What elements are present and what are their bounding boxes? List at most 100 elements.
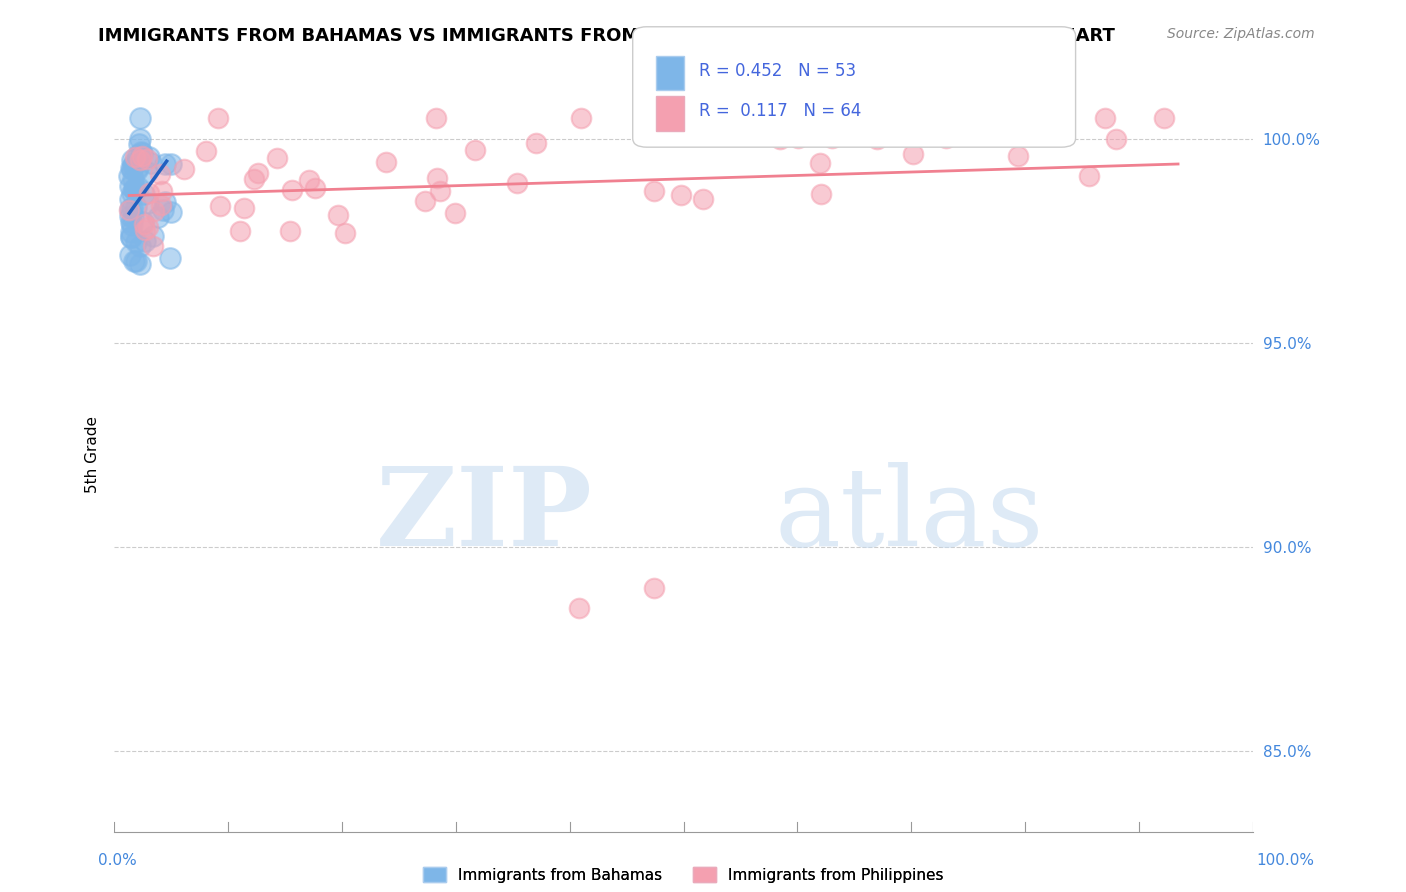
Point	[810, 186, 832, 201]
Point	[786, 131, 808, 145]
Point	[127, 180, 149, 194]
Point	[935, 131, 957, 145]
Point	[127, 161, 149, 175]
Point	[207, 112, 229, 126]
Text: Source: ZipAtlas.com: Source: ZipAtlas.com	[1167, 27, 1315, 41]
Point	[243, 172, 266, 186]
Point	[120, 225, 142, 239]
Point	[120, 161, 142, 176]
Point	[122, 159, 145, 173]
Point	[120, 215, 142, 229]
Point	[142, 238, 165, 252]
Y-axis label: 5th Grade: 5th Grade	[86, 417, 100, 493]
Text: atlas: atlas	[775, 462, 1045, 569]
Point	[125, 235, 148, 250]
Point	[1094, 112, 1116, 126]
Text: R =  0.117   N = 64: R = 0.117 N = 64	[699, 103, 860, 120]
Point	[139, 156, 162, 170]
Point	[1007, 149, 1029, 163]
Point	[903, 147, 925, 161]
Point	[129, 153, 152, 168]
Point	[866, 131, 889, 145]
Point	[135, 152, 157, 166]
Point	[122, 254, 145, 268]
Point	[127, 148, 149, 162]
Point	[120, 230, 142, 244]
Point	[131, 149, 153, 163]
Point	[160, 205, 183, 219]
Point	[643, 184, 665, 198]
Point	[155, 157, 177, 171]
Point	[132, 187, 155, 202]
Point	[1077, 169, 1099, 183]
Point	[692, 192, 714, 206]
Point	[173, 162, 195, 177]
Point	[298, 173, 321, 187]
Point	[413, 194, 436, 208]
Point	[209, 199, 232, 213]
Text: IMMIGRANTS FROM BAHAMAS VS IMMIGRANTS FROM PHILIPPINES 5TH GRADE CORRELATION CHA: IMMIGRANTS FROM BAHAMAS VS IMMIGRANTS FR…	[98, 27, 1115, 45]
Point	[568, 601, 591, 615]
Point	[146, 211, 169, 225]
Text: ZIP: ZIP	[375, 462, 592, 569]
Point	[118, 209, 141, 223]
Point	[128, 136, 150, 151]
Point	[278, 224, 301, 238]
Point	[122, 210, 145, 224]
Point	[232, 202, 254, 216]
Point	[129, 258, 152, 272]
Point	[194, 144, 217, 158]
Point	[143, 203, 166, 218]
Point	[669, 188, 692, 202]
Point	[335, 226, 357, 240]
Text: R = 0.452   N = 53: R = 0.452 N = 53	[699, 62, 856, 80]
Point	[138, 186, 160, 200]
Point	[118, 169, 141, 183]
Point	[326, 208, 349, 222]
Point	[118, 202, 141, 216]
Point	[120, 229, 142, 244]
Point	[229, 224, 252, 238]
Point	[121, 202, 143, 216]
Point	[444, 206, 467, 220]
Point	[134, 234, 156, 248]
Text: 100.0%: 100.0%	[1257, 854, 1315, 868]
Point	[118, 248, 141, 262]
Point	[127, 162, 149, 177]
Point	[853, 119, 876, 133]
Point	[426, 171, 449, 186]
Point	[134, 223, 156, 237]
Point	[1153, 112, 1175, 126]
Point	[122, 182, 145, 196]
Point	[121, 172, 143, 186]
Point	[281, 183, 304, 197]
Point	[118, 179, 141, 194]
Point	[988, 116, 1011, 130]
Point	[134, 217, 156, 231]
Point	[136, 165, 159, 179]
Point	[121, 219, 143, 233]
Point	[429, 184, 451, 198]
Point	[129, 145, 152, 159]
Text: 0.0%: 0.0%	[98, 854, 138, 868]
Point	[835, 112, 858, 126]
Point	[121, 153, 143, 168]
Point	[118, 203, 141, 218]
Point	[505, 176, 527, 190]
Point	[125, 200, 148, 214]
Point	[1105, 131, 1128, 145]
Point	[159, 251, 181, 265]
Point	[136, 196, 159, 211]
Point	[425, 112, 447, 126]
Point	[120, 192, 142, 206]
Point	[153, 195, 176, 210]
Point	[129, 239, 152, 253]
Point	[131, 145, 153, 160]
Point	[1047, 112, 1070, 126]
Point	[129, 132, 152, 146]
Point	[374, 154, 396, 169]
Point	[149, 167, 172, 181]
Point	[122, 156, 145, 170]
Point	[524, 136, 547, 151]
Point	[150, 198, 173, 212]
